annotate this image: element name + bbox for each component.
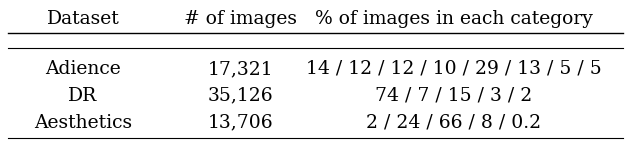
Text: % of images in each category: % of images in each category — [315, 10, 593, 28]
Text: 13,706: 13,706 — [207, 114, 273, 132]
Text: DR: DR — [68, 87, 98, 105]
Text: 14 / 12 / 12 / 10 / 29 / 13 / 5 / 5: 14 / 12 / 12 / 10 / 29 / 13 / 5 / 5 — [306, 60, 602, 78]
Text: # of images: # of images — [184, 10, 296, 28]
Text: Aesthetics: Aesthetics — [34, 114, 132, 132]
Text: 74 / 7 / 15 / 3 / 2: 74 / 7 / 15 / 3 / 2 — [375, 87, 532, 105]
Text: Dataset: Dataset — [47, 10, 120, 28]
Text: 35,126: 35,126 — [207, 87, 273, 105]
Text: 2 / 24 / 66 / 8 / 0.2: 2 / 24 / 66 / 8 / 0.2 — [366, 114, 541, 132]
Text: Adience: Adience — [45, 60, 121, 78]
Text: 17,321: 17,321 — [207, 60, 273, 78]
